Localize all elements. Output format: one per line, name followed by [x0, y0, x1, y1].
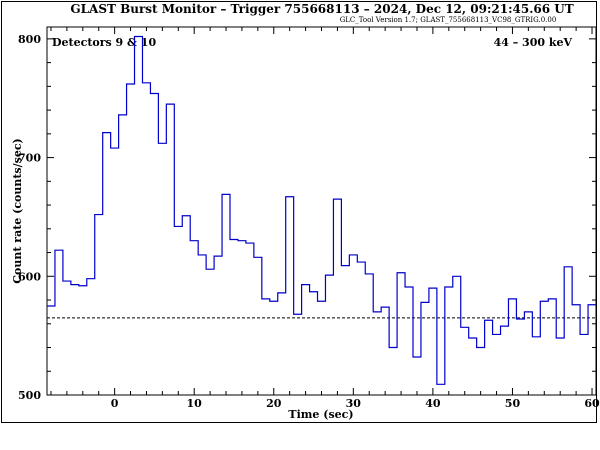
- y-tick-label: 500: [18, 389, 41, 402]
- chart-title: GLAST Burst Monitor – Trigger 755668113 …: [70, 2, 573, 16]
- y-tick-label: 600: [18, 270, 41, 283]
- detectors-label: Detectors 9 & 10: [52, 36, 156, 49]
- x-tick-label: 20: [266, 397, 282, 410]
- plot-frame: [1, 1, 597, 423]
- x-tick-label: 0: [111, 397, 119, 410]
- x-tick-label: 30: [346, 397, 362, 410]
- count-rate-series-line: [47, 35, 596, 385]
- x-tick-label: 10: [187, 397, 203, 410]
- x-tick-label: 60: [584, 397, 600, 410]
- x-tick-label: 50: [505, 397, 521, 410]
- chart-subtitle: GLC_Tool Version 1.7; GLAST_755668113_VC…: [340, 16, 557, 24]
- x-tick-label: 40: [425, 397, 441, 410]
- y-tick-label: 800: [18, 33, 41, 46]
- y-axis-label: Count rate (counts/sec): [11, 138, 24, 283]
- axis-ticks: 0 10 20 30 40 50 60 500 600 700 800: [18, 27, 600, 410]
- plot-area: [46, 26, 597, 396]
- y-tick-label: 700: [18, 152, 41, 165]
- energy-range-label: 44 – 300 keV: [494, 36, 573, 49]
- x-axis-label: Time (sec): [288, 408, 353, 421]
- data-marks: [47, 35, 596, 385]
